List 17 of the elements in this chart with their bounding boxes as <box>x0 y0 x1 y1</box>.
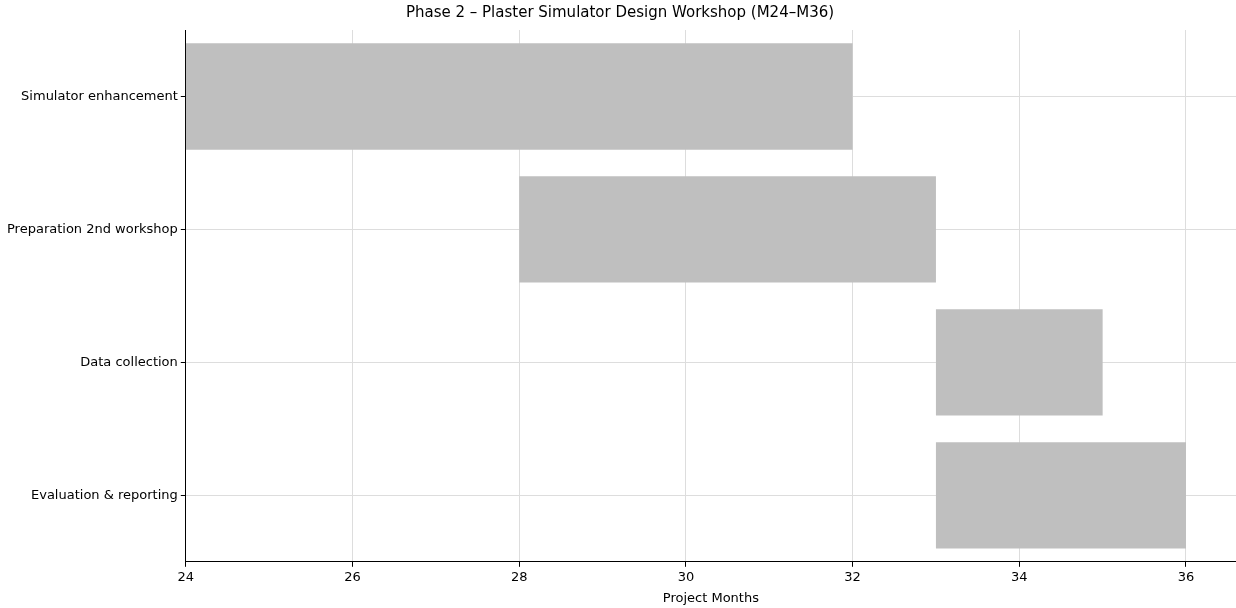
x-tick-label: 36 <box>1177 568 1195 584</box>
chart-title: Phase 2 – Plaster Simulator Design Workshop (M24–M36) <box>405 2 835 21</box>
x-tick-label: 30 <box>677 568 695 584</box>
x-tick-label: 26 <box>344 568 361 584</box>
x-axis-title: Project Months <box>662 589 760 605</box>
x-tick-label: 24 <box>177 568 195 584</box>
y-tick-label: Simulator enhancement <box>21 87 178 103</box>
x-tick-label: 34 <box>1011 568 1028 584</box>
y-tick-label: Evaluation & reporting <box>30 486 178 502</box>
bar <box>519 176 936 283</box>
bar <box>935 442 1186 549</box>
bar <box>935 309 1103 416</box>
x-tick-label: 32 <box>844 568 861 584</box>
y-tick-label: Data collection <box>80 353 178 369</box>
y-tick-label: Preparation 2nd workshop <box>6 220 178 236</box>
x-tick-label: 28 <box>510 568 528 584</box>
bar <box>185 43 853 150</box>
